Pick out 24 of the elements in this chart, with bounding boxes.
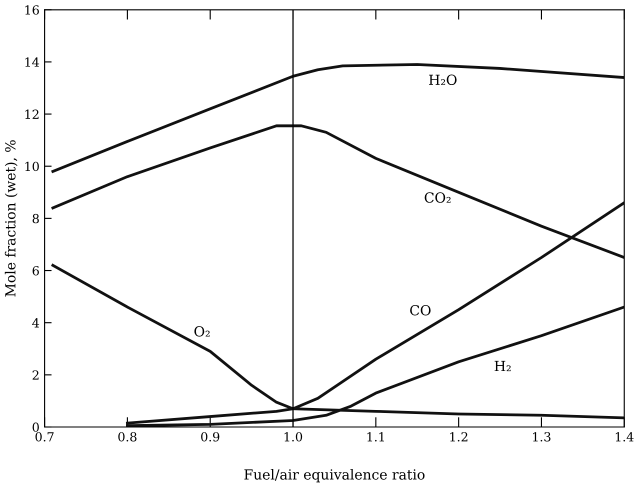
y-tick-label: 2 (32, 370, 38, 380)
y-tick-label: 12 (25, 110, 38, 119)
x-tick-label: 1.3 (533, 432, 550, 442)
x-tick-label: 1.4 (616, 432, 634, 442)
x-tick-label: 1.0 (284, 432, 302, 442)
x-tick-label: 0.8 (118, 432, 136, 442)
x-tick-label: 1.2 (450, 432, 468, 442)
y-axis-title: Mole fraction (wet), % (4, 140, 18, 297)
series-label: CO (410, 304, 431, 316)
y-tick-label: 6 (32, 266, 39, 276)
y-tick-label: 0 (32, 422, 39, 432)
y-tick-label: 14 (25, 57, 40, 67)
x-tick-label: 0.7 (35, 432, 54, 442)
y-tick-label: 16 (25, 5, 39, 15)
x-tick-label: 0.9 (201, 432, 220, 442)
x-axis-title: Fuel/air equivalence ratio (244, 468, 425, 482)
series-label: CO₂ (424, 192, 451, 203)
series-label: H₂ (494, 360, 511, 372)
series-label: O₂ (194, 326, 210, 337)
x-tick-label: 1.1 (367, 432, 384, 442)
y-tick-label: 8 (32, 214, 39, 224)
series-label: H₂O (429, 74, 457, 86)
y-tick-label: 10 (25, 162, 39, 172)
y-tick-label: 4 (32, 318, 40, 328)
